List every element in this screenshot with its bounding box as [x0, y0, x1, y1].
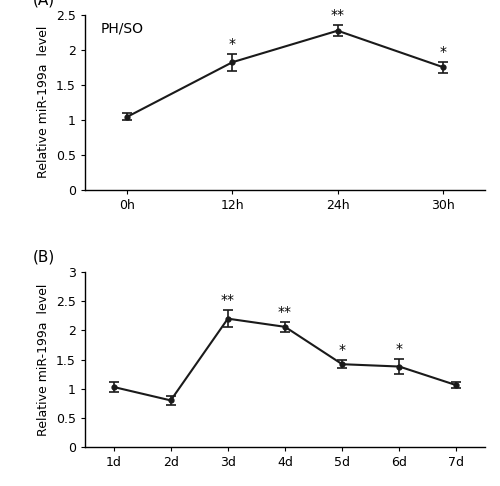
- Text: (A): (A): [33, 0, 55, 8]
- Text: *: *: [229, 37, 236, 51]
- Text: **: **: [330, 8, 344, 22]
- Text: *: *: [338, 343, 345, 357]
- Text: **: **: [221, 293, 235, 307]
- Y-axis label: Relative miR-199a  level: Relative miR-199a level: [38, 26, 51, 178]
- Text: **: **: [278, 305, 292, 319]
- Text: *: *: [440, 45, 446, 59]
- Text: (B): (B): [33, 250, 55, 265]
- Text: *: *: [396, 342, 403, 356]
- Text: PH/SO: PH/SO: [101, 21, 144, 35]
- Y-axis label: Relative miR-199a  level: Relative miR-199a level: [38, 283, 51, 436]
